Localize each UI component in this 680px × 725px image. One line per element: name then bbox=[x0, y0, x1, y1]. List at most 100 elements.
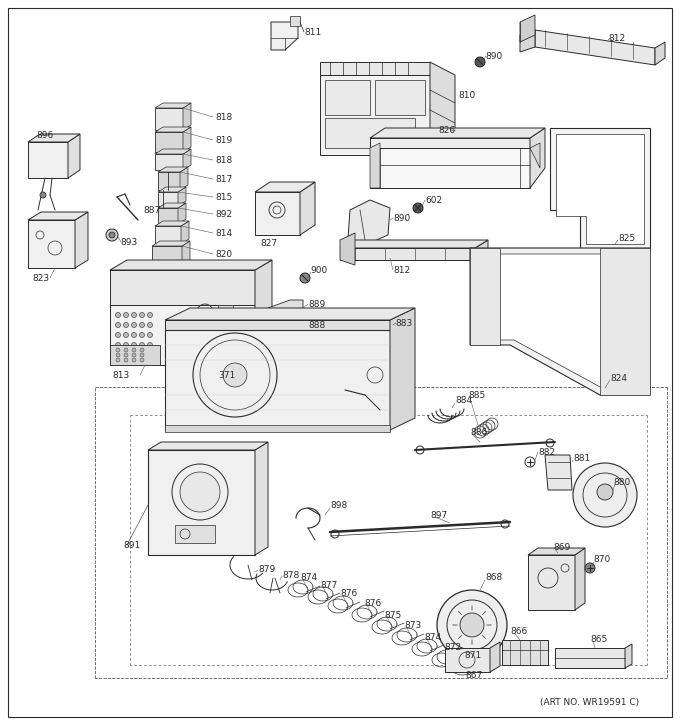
Text: 826: 826 bbox=[438, 125, 455, 135]
Circle shape bbox=[413, 203, 423, 213]
Polygon shape bbox=[158, 192, 178, 206]
Circle shape bbox=[124, 312, 129, 318]
Text: 877: 877 bbox=[320, 581, 337, 589]
Text: 896: 896 bbox=[36, 130, 53, 139]
Polygon shape bbox=[340, 233, 355, 265]
Polygon shape bbox=[158, 167, 188, 172]
Polygon shape bbox=[155, 154, 183, 170]
Bar bbox=[325, 80, 370, 115]
Polygon shape bbox=[545, 455, 572, 490]
Text: 602: 602 bbox=[425, 196, 442, 204]
Polygon shape bbox=[528, 555, 575, 610]
Text: 811: 811 bbox=[304, 28, 321, 36]
Polygon shape bbox=[470, 248, 500, 345]
Polygon shape bbox=[110, 260, 272, 270]
Text: 371: 371 bbox=[218, 370, 235, 379]
Polygon shape bbox=[502, 640, 548, 665]
Circle shape bbox=[116, 312, 120, 318]
Circle shape bbox=[131, 333, 137, 338]
Text: 898: 898 bbox=[330, 500, 347, 510]
Polygon shape bbox=[155, 132, 183, 152]
Polygon shape bbox=[255, 192, 300, 235]
Circle shape bbox=[148, 323, 152, 328]
Circle shape bbox=[131, 323, 137, 328]
Polygon shape bbox=[155, 221, 189, 226]
Polygon shape bbox=[165, 425, 390, 432]
Circle shape bbox=[437, 590, 507, 660]
Polygon shape bbox=[390, 308, 415, 430]
Text: (ART NO. WR19591 C): (ART NO. WR19591 C) bbox=[540, 697, 639, 706]
Circle shape bbox=[140, 353, 144, 357]
Text: 889: 889 bbox=[308, 299, 325, 309]
Polygon shape bbox=[445, 648, 490, 672]
Polygon shape bbox=[476, 254, 644, 388]
Polygon shape bbox=[370, 148, 530, 188]
Polygon shape bbox=[320, 75, 430, 155]
Polygon shape bbox=[340, 248, 475, 260]
Polygon shape bbox=[155, 103, 191, 108]
Polygon shape bbox=[75, 212, 88, 268]
Polygon shape bbox=[158, 187, 186, 192]
Polygon shape bbox=[490, 642, 500, 672]
Polygon shape bbox=[110, 345, 160, 365]
Text: 812: 812 bbox=[608, 33, 625, 43]
Text: 869: 869 bbox=[553, 544, 571, 552]
Text: 825: 825 bbox=[618, 233, 635, 242]
Bar bbox=[375, 80, 425, 115]
Circle shape bbox=[148, 342, 152, 347]
Polygon shape bbox=[178, 187, 186, 206]
Text: 878: 878 bbox=[282, 571, 299, 579]
Text: 880: 880 bbox=[613, 478, 630, 486]
Circle shape bbox=[124, 342, 129, 347]
Polygon shape bbox=[556, 134, 644, 244]
Polygon shape bbox=[183, 127, 191, 152]
Polygon shape bbox=[28, 212, 88, 220]
Text: 810: 810 bbox=[458, 91, 475, 99]
Circle shape bbox=[124, 353, 128, 357]
Polygon shape bbox=[180, 167, 188, 190]
Circle shape bbox=[139, 333, 144, 338]
Circle shape bbox=[585, 563, 595, 573]
Circle shape bbox=[116, 358, 120, 362]
Polygon shape bbox=[430, 62, 455, 155]
Text: 817: 817 bbox=[215, 175, 233, 183]
Polygon shape bbox=[268, 312, 305, 340]
Polygon shape bbox=[348, 200, 390, 245]
Circle shape bbox=[109, 232, 115, 238]
Text: 865: 865 bbox=[590, 636, 607, 645]
Text: 870: 870 bbox=[593, 555, 610, 565]
Circle shape bbox=[300, 273, 310, 283]
Circle shape bbox=[597, 484, 613, 500]
Circle shape bbox=[116, 323, 120, 328]
Polygon shape bbox=[152, 246, 182, 266]
Polygon shape bbox=[655, 42, 665, 65]
Polygon shape bbox=[530, 128, 545, 188]
Polygon shape bbox=[370, 138, 530, 148]
Circle shape bbox=[124, 358, 128, 362]
Text: 866: 866 bbox=[510, 628, 527, 637]
Text: 892: 892 bbox=[215, 210, 232, 218]
Polygon shape bbox=[625, 644, 632, 668]
Text: 883: 883 bbox=[395, 318, 412, 328]
Polygon shape bbox=[165, 308, 415, 320]
Text: 876: 876 bbox=[340, 589, 357, 599]
Polygon shape bbox=[300, 182, 315, 235]
Polygon shape bbox=[183, 149, 191, 170]
Bar bbox=[325, 118, 415, 148]
Text: 876: 876 bbox=[364, 599, 381, 608]
Text: 881: 881 bbox=[573, 454, 590, 463]
Polygon shape bbox=[152, 241, 190, 246]
Polygon shape bbox=[182, 241, 190, 266]
Polygon shape bbox=[600, 248, 650, 395]
Circle shape bbox=[180, 472, 220, 512]
Text: 897: 897 bbox=[430, 510, 447, 520]
Circle shape bbox=[124, 348, 128, 352]
Circle shape bbox=[116, 333, 120, 338]
Text: 823: 823 bbox=[32, 273, 49, 283]
Circle shape bbox=[139, 323, 144, 328]
Circle shape bbox=[139, 312, 144, 318]
Circle shape bbox=[124, 323, 129, 328]
Polygon shape bbox=[178, 203, 186, 224]
Polygon shape bbox=[271, 22, 298, 50]
Circle shape bbox=[132, 353, 136, 357]
